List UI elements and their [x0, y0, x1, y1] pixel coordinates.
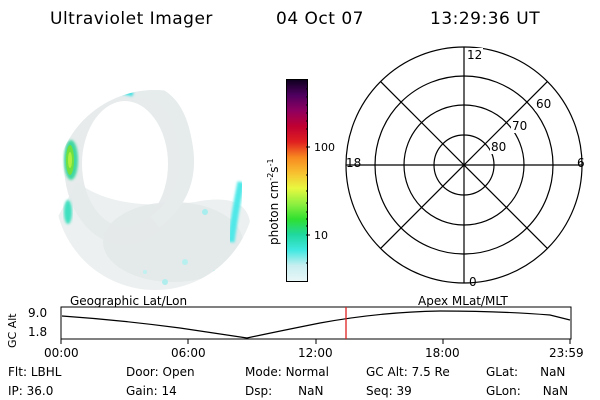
timeline-tick-1800: 18:00	[425, 346, 460, 360]
info-door-value: Open	[162, 365, 195, 379]
info-door-label: Door:	[126, 365, 159, 379]
info-mode-value: Normal	[285, 365, 329, 379]
info-mode: Mode: Normal	[245, 365, 329, 379]
info-dsp: Dsp: NaN	[245, 384, 323, 398]
timeline-right-title: Apex MLat/MLT	[418, 294, 508, 308]
info-seq-label: Seq:	[366, 384, 393, 398]
polar-label-lat-60: 60	[535, 97, 553, 111]
info-gcalt-label: GC Alt:	[366, 365, 408, 379]
info-mode-label: Mode:	[245, 365, 282, 379]
polar-label-lat-80: 80	[490, 140, 508, 154]
info-glat-label: GLat:	[486, 365, 519, 379]
info-flt-label: Flt:	[8, 365, 27, 379]
colorbar-tick-10: 10	[314, 229, 328, 242]
colorbar	[286, 79, 308, 282]
info-seq-value: 39	[396, 384, 412, 398]
info-seq: Seq: 39	[366, 384, 412, 398]
info-door: Door: Open	[126, 365, 195, 379]
imager-title: Ultraviolet Imager	[50, 9, 213, 29]
timeline-tick-0000: 00:00	[44, 346, 79, 360]
image-date: 04 Oct 07	[276, 9, 364, 29]
timeline-altitude-curve	[61, 310, 571, 339]
colorbar-label: photon cm-2s-1	[266, 158, 281, 245]
info-glat: GLat: NaN	[486, 365, 565, 379]
info-ip-value: 36.0	[26, 384, 54, 398]
polar-label-lat-70: 70	[511, 119, 529, 133]
colorbar-label-s: s	[267, 166, 281, 173]
info-dsp-label: Dsp:	[245, 384, 273, 398]
polar-label-18: 18	[346, 156, 362, 170]
timeline-tick-0600: 06:00	[171, 346, 206, 360]
info-gcalt: GC Alt: 7.5 Re	[366, 365, 450, 379]
colorbar-tick-100: 100	[314, 141, 335, 154]
colorbar-label-exp2: -1	[266, 158, 275, 167]
info-gain-value: 14	[161, 384, 177, 398]
colorbar-gradient	[287, 80, 307, 281]
colorbar-label-unit: photon cm	[267, 180, 281, 245]
info-ip: IP: 36.0	[8, 384, 53, 398]
info-gain-label: Gain:	[126, 384, 158, 398]
info-flt: Flt: LBHL	[8, 365, 61, 379]
timeline-frame	[60, 306, 572, 340]
info-flt-value: LBHL	[30, 365, 62, 379]
timeline-tick-1200: 12:00	[298, 346, 333, 360]
polar-label-6: 6	[577, 156, 585, 170]
image-time: 13:29:36 UT	[430, 9, 541, 29]
colorbar-ticks	[306, 88, 310, 264]
info-glat-value: NaN	[540, 365, 566, 379]
polar-grid	[345, 46, 583, 284]
colorbar-label-exp1: -2	[266, 172, 275, 181]
info-gain: Gain: 14	[126, 384, 177, 398]
timeline-tick-2359: 23:59	[549, 346, 584, 360]
timeline-axis-label: GC Alt	[6, 313, 19, 348]
timeline-y-top: 9.0	[28, 306, 48, 320]
info-glon-label: GLon:	[486, 384, 521, 398]
earth-disk	[55, 90, 250, 290]
polar-diagonal-2	[380, 81, 548, 249]
info-glon-value: NaN	[542, 384, 569, 398]
info-gcalt-value: 7.5 Re	[411, 365, 450, 379]
polar-label-0: 0	[469, 275, 477, 289]
timeline-plot	[60, 306, 572, 344]
polar-label-12: 12	[466, 48, 484, 62]
info-dsp-value: NaN	[298, 384, 324, 398]
info-glon: GLon: NaN	[486, 384, 568, 398]
auroral-image	[55, 90, 250, 290]
info-ip-label: IP:	[8, 384, 23, 398]
timeline-y-bottom: 1.8	[28, 325, 48, 339]
timeline-left-title: Geographic Lat/Lon	[70, 294, 188, 308]
